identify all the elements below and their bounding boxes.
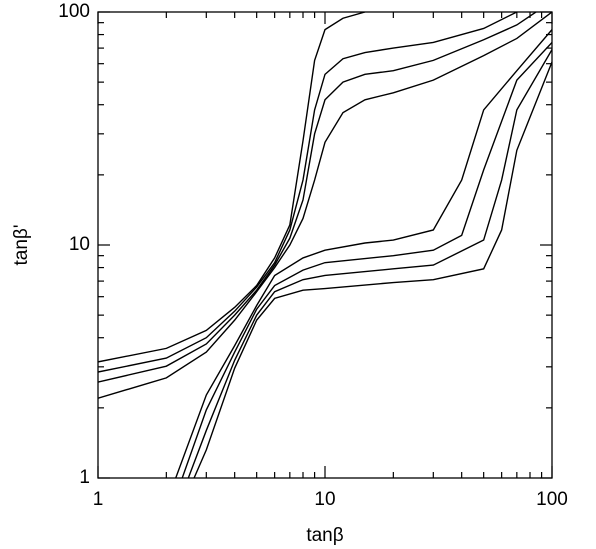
- y-tick-label: 10: [69, 234, 90, 255]
- x-tick-label: 1: [93, 489, 104, 510]
- curves: [98, 12, 552, 478]
- curve: [98, 12, 366, 363]
- curve: [98, 12, 518, 373]
- x-tick-label: 10: [314, 489, 335, 510]
- x-tick-label: 100: [536, 489, 568, 510]
- curve: [193, 61, 552, 478]
- curve: [181, 41, 552, 478]
- plot-frame: [97, 11, 553, 479]
- curve: [98, 12, 552, 399]
- x-axis-label: tanβ: [306, 525, 343, 546]
- curve: [98, 12, 537, 383]
- y-axis-label: tanβ': [11, 225, 32, 266]
- y-tick-label: 100: [58, 1, 90, 22]
- curve: [175, 29, 552, 478]
- y-tick-label: 1: [79, 467, 90, 488]
- curve: [187, 49, 552, 478]
